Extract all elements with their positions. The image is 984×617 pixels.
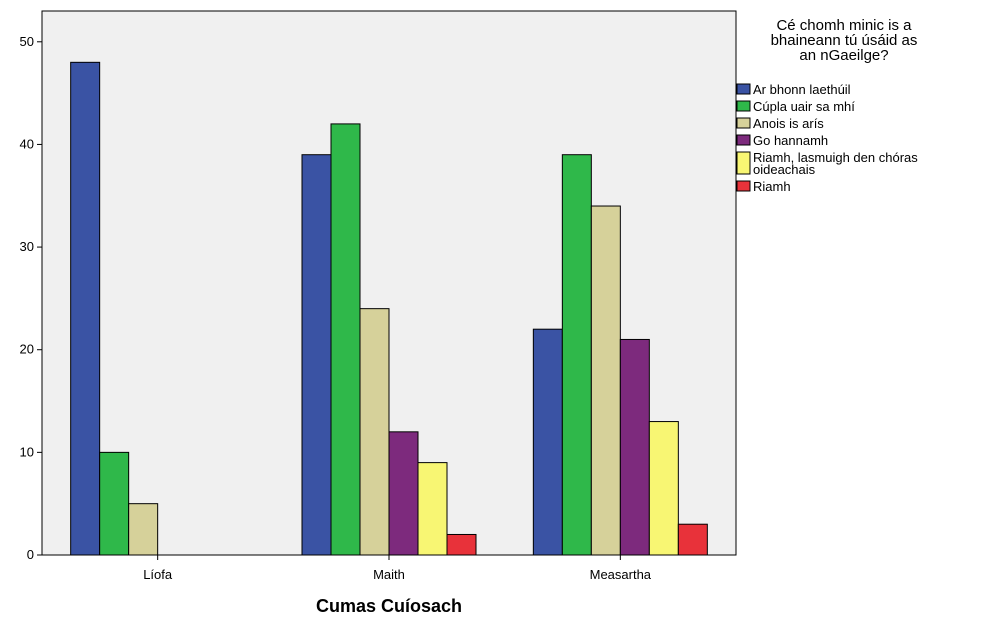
legend-swatch-6 — [736, 180, 751, 192]
bar-2-1 — [99, 451, 130, 556]
y-tick-label: 40 — [20, 136, 34, 151]
bar-2-2 — [330, 123, 361, 556]
bar-2-3 — [561, 154, 592, 556]
bar-6-2 — [446, 533, 477, 556]
bar-4-2 — [388, 431, 419, 556]
bar-3-3 — [590, 205, 621, 556]
legend-swatch-2 — [736, 100, 751, 112]
bar-3-1 — [128, 503, 159, 556]
legend-label-4: Go hannamh — [753, 133, 828, 148]
y-tick-label: 30 — [20, 239, 34, 254]
y-tick-label: 10 — [20, 444, 34, 459]
legend-label-5: oideachais — [753, 162, 816, 177]
bar-1-2 — [301, 154, 332, 556]
legend-swatch-5 — [736, 151, 751, 175]
legend-swatch-3 — [736, 117, 751, 129]
bar-5-2 — [417, 462, 448, 556]
bars — [70, 61, 708, 556]
legend-title-line: an nGaeilge? — [799, 47, 888, 64]
legend-label-2: Cúpla uair sa mhí — [753, 99, 855, 114]
legend-title-line: bhaineann tú úsáid as — [771, 32, 918, 49]
y-tick-label: 20 — [20, 342, 34, 357]
x-axis: Líofa Maith Measartha — [143, 555, 652, 582]
y-tick-label: 50 — [20, 34, 34, 49]
bar-1-3 — [532, 328, 563, 556]
legend-label-3: Anois is arís — [753, 116, 824, 131]
bar-6-3 — [677, 523, 708, 556]
y-tick-label: 0 — [27, 547, 34, 562]
legend-label-6: Riamh — [753, 179, 791, 194]
y-axis: 0 10 20 30 40 50 — [20, 34, 42, 562]
x-axis-label: Cumas Cuíosach — [316, 596, 462, 616]
legend-label-5: Riamh, lasmuigh den chóras — [753, 150, 918, 165]
legend-swatch-4 — [736, 134, 751, 146]
x-tick-label: Maith — [373, 567, 405, 582]
bar-1-1 — [70, 61, 101, 556]
x-tick-label: Measartha — [590, 567, 652, 582]
legend-label-1: Ar bhonn laethúil — [753, 82, 851, 97]
x-tick-label: Líofa — [143, 567, 173, 582]
legend-title-line: Cé chomh minic is a — [776, 17, 912, 34]
bar-4-3 — [619, 338, 650, 556]
legend-swatch-1 — [736, 83, 751, 95]
bar-3-2 — [359, 308, 390, 556]
bar-5-3 — [648, 421, 679, 556]
